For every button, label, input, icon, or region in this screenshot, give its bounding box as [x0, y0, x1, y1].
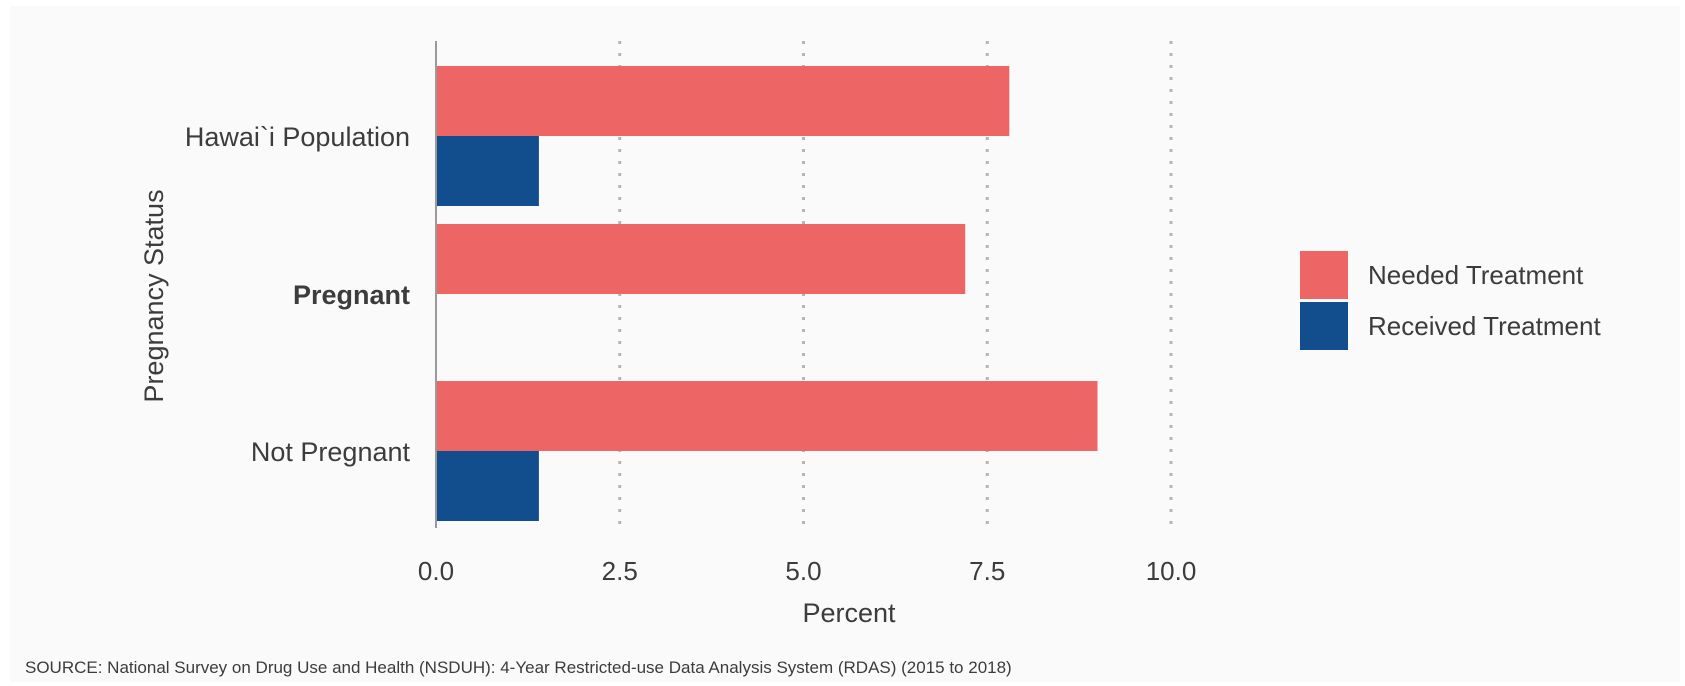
x-axis-title: Percent — [802, 598, 896, 628]
x-tick-label: 5.0 — [785, 556, 821, 586]
category-labels: Hawai`i Population Pregnant Not Pregnant — [185, 122, 411, 467]
legend: Needed Treatment Received Treatment — [1300, 251, 1601, 350]
category-label: Not Pregnant — [251, 437, 411, 467]
bar-chart: Hawai`i Population Pregnant Not Pregnant 0… — [25, 41, 1601, 677]
legend-swatch — [1300, 302, 1348, 350]
bar-needed-1 — [436, 224, 966, 294]
x-tick-labels: 0.0 2.5 5.0 7.5 10.0 — [418, 556, 1196, 586]
legend-label: Received Treatment — [1368, 311, 1601, 341]
x-tick-label: 7.5 — [969, 556, 1005, 586]
bar-received-0 — [436, 136, 539, 206]
bar-needed-0 — [436, 66, 1010, 136]
x-tick-label: 10.0 — [1146, 556, 1197, 586]
legend-label: Needed Treatment — [1368, 260, 1584, 290]
bar-needed-2 — [436, 381, 1098, 451]
y-axis-title: Pregnancy Status — [139, 189, 169, 402]
chart-panel: Hawai`i Population Pregnant Not Pregnant 0… — [10, 6, 1680, 682]
legend-swatch — [1300, 251, 1348, 299]
bar-received-2 — [436, 451, 539, 521]
x-tick-label: 0.0 — [418, 556, 454, 586]
category-label: Hawai`i Population — [185, 122, 410, 152]
bars — [436, 66, 1098, 521]
source-note: SOURCE: National Survey on Drug Use and … — [25, 658, 1012, 677]
x-tick-label: 2.5 — [602, 556, 638, 586]
category-label: Pregnant — [293, 280, 410, 310]
